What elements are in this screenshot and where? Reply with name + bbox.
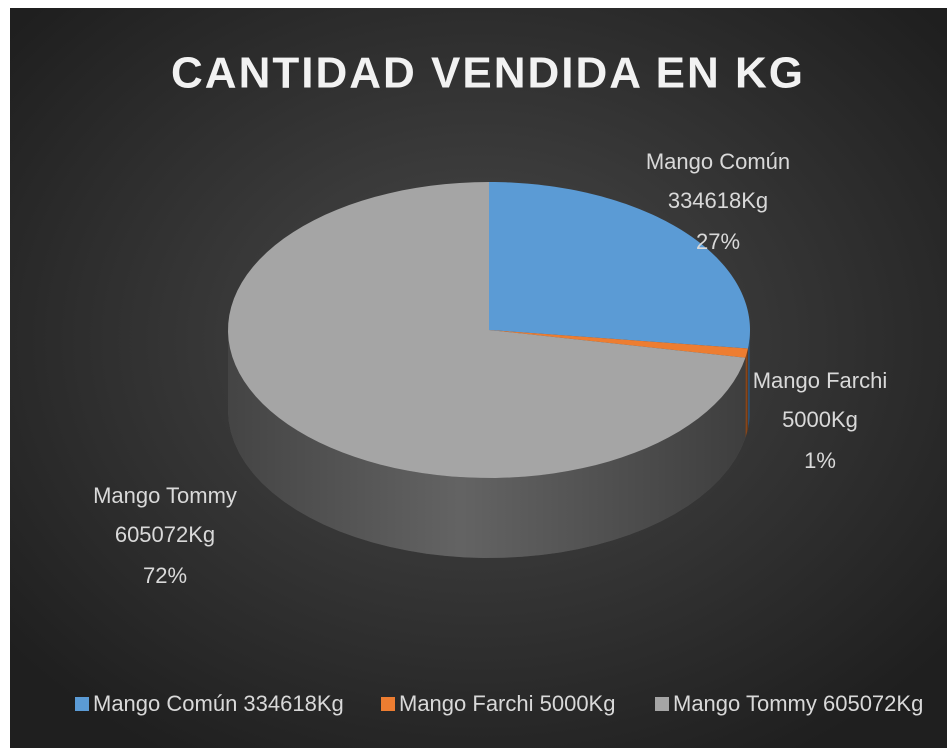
legend-swatch bbox=[381, 697, 395, 711]
pie-slice bbox=[489, 182, 750, 349]
legend-label: Mango Farchi 5000Kg bbox=[399, 691, 615, 716]
pie-slice bbox=[489, 330, 748, 358]
pie-side-shade bbox=[747, 330, 750, 429]
data-label-amount: 605072Kg bbox=[115, 522, 215, 547]
data-label-name: Mango Tommy bbox=[93, 483, 237, 508]
pie-slice bbox=[228, 182, 746, 478]
data-label-amount: 5000Kg bbox=[782, 407, 858, 432]
data-label-amount: 334618Kg bbox=[668, 188, 768, 213]
legend-swatch bbox=[75, 697, 89, 711]
data-label-name: Mango Farchi bbox=[753, 368, 888, 393]
pie-side-shade bbox=[228, 330, 746, 558]
data-label-percent: 1% bbox=[804, 448, 836, 473]
legend-label: Mango Tommy 605072Kg bbox=[673, 691, 923, 716]
legend-label: Mango Común 334618Kg bbox=[93, 691, 344, 716]
data-label-percent: 27% bbox=[696, 229, 740, 254]
legend-swatch bbox=[655, 697, 669, 711]
data-label-name: Mango Común bbox=[646, 149, 790, 174]
pie-side-shade bbox=[745, 348, 748, 438]
data-label-percent: 72% bbox=[143, 563, 187, 588]
chart-title: CANTIDAD VENDIDA EN KG bbox=[171, 49, 805, 98]
